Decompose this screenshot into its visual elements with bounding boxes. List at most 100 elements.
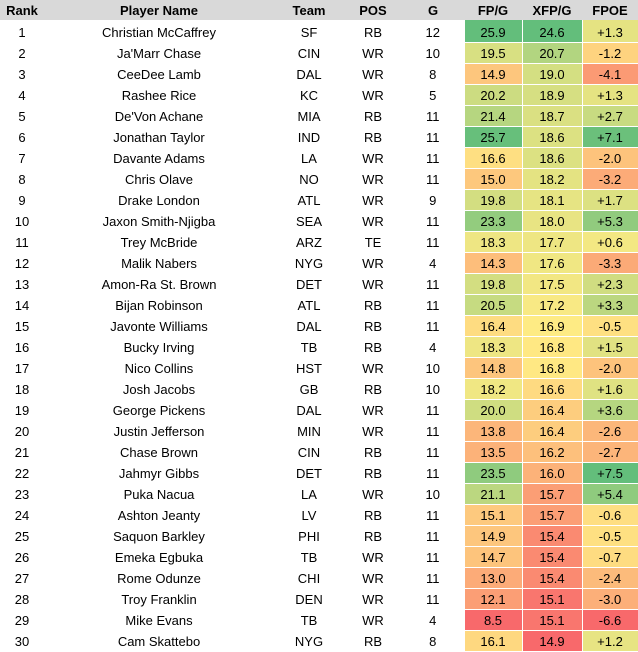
table-row: 6 Jonathan Taylor IND RB 11 25.7 18.6 +7.1: [0, 126, 638, 148]
cell-xfpg: 16.4: [521, 420, 583, 442]
cell-pos: WR: [362, 276, 384, 292]
cell-fpoe: -3.3: [581, 252, 638, 274]
cell-player-name: Jaxon Smith-Njigba: [102, 213, 216, 229]
cell-fpg: 25.9: [463, 20, 523, 43]
cell-xfpg: 16.6: [521, 378, 583, 400]
cell-team: PHI: [298, 528, 320, 544]
cell-rank: 25: [14, 528, 30, 544]
cell-pos: RB: [363, 339, 383, 355]
header-rank: Rank: [0, 0, 44, 20]
cell-team: DET: [296, 465, 322, 481]
cell-games: 11: [426, 318, 440, 334]
cell-games: 11: [426, 276, 440, 292]
cell-player-name: Bijan Robinson: [115, 297, 203, 313]
cell-xfpg: 17.7: [521, 231, 583, 253]
cell-fpg: 15.0: [463, 168, 523, 190]
cell-rank: 27: [14, 570, 30, 586]
cell-fpg: 23.3: [463, 210, 523, 232]
cell-fpoe: -3.0: [581, 588, 638, 610]
cell-player-name: Jahmyr Gibbs: [118, 465, 200, 481]
cell-team: DAL: [296, 66, 322, 82]
cell-xfpg: 24.6: [521, 20, 583, 43]
cell-rank: 17: [14, 360, 30, 376]
cell-pos: WR: [362, 171, 384, 187]
cell-games: 11: [426, 444, 440, 460]
cell-fpg: 18.3: [463, 336, 523, 358]
header-player-name: Player Name: [44, 0, 274, 20]
cell-fpoe: +5.3: [581, 210, 638, 232]
cell-fpg: 14.9: [463, 63, 523, 85]
table-row: 25 Saquon Barkley PHI RB 11 14.9 15.4 -0.5: [0, 525, 638, 547]
cell-fpoe: -0.7: [581, 546, 638, 568]
cell-player-name: Chris Olave: [125, 171, 193, 187]
cell-pos: RB: [363, 297, 383, 313]
cell-fpoe: +5.4: [581, 483, 638, 505]
cell-games: 11: [426, 171, 440, 187]
cell-pos: WR: [362, 213, 384, 229]
cell-rank: 18: [14, 381, 30, 397]
cell-fpg: 18.3: [463, 231, 523, 253]
cell-fpoe: -1.2: [581, 42, 638, 64]
cell-team: LA: [301, 486, 317, 502]
cell-games: 10: [425, 381, 440, 397]
cell-games: 12: [425, 24, 440, 40]
cell-rank: 24: [14, 507, 30, 523]
cell-xfpg: 18.6: [521, 126, 583, 148]
cell-player-name: George Pickens: [112, 402, 206, 418]
cell-games: 4: [429, 339, 437, 355]
table-row: 22 Jahmyr Gibbs DET RB 11 23.5 16.0 +7.5: [0, 462, 638, 484]
cell-team: IND: [297, 129, 321, 145]
header-fpg: FP/G: [464, 0, 522, 20]
cell-fpoe: -2.0: [581, 147, 638, 169]
cell-fpg: 19.8: [463, 273, 523, 295]
cell-team: DAL: [296, 402, 322, 418]
cell-pos: WR: [362, 549, 384, 565]
cell-games: 11: [426, 465, 440, 481]
cell-games: 11: [426, 549, 440, 565]
cell-rank: 2: [18, 45, 26, 61]
table-row: 19 George Pickens DAL WR 11 20.0 16.4 +3.6: [0, 399, 638, 421]
cell-rank: 19: [14, 402, 30, 418]
cell-team: NYG: [294, 633, 324, 649]
cell-fpoe: +1.3: [581, 84, 638, 106]
cell-fpg: 19.5: [463, 42, 523, 64]
cell-player-name: Javonte Williams: [110, 318, 208, 334]
cell-player-name: Ja'Marr Chase: [116, 45, 202, 61]
cell-rank: 6: [18, 129, 26, 145]
cell-fpoe: +7.1: [581, 126, 638, 148]
cell-fpoe: -2.6: [581, 420, 638, 442]
cell-fpoe: -2.7: [581, 441, 638, 463]
cell-games: 4: [429, 612, 437, 628]
cell-player-name: De'Von Achane: [114, 108, 204, 124]
cell-player-name: Drake London: [118, 192, 200, 208]
table-row: 13 Amon-Ra St. Brown DET WR 11 19.8 17.5 +2.3: [0, 273, 638, 295]
cell-pos: WR: [362, 360, 384, 376]
table-row: 3 CeeDee Lamb DAL WR 8 14.9 19.0 -4.1: [0, 63, 638, 85]
cell-team: SEA: [295, 213, 322, 229]
cell-player-name: Josh Jacobs: [122, 381, 196, 397]
cell-team: KC: [299, 87, 319, 103]
header-fpoe: FPOE: [582, 0, 638, 20]
table-row: 23 Puka Nacua LA WR 10 21.1 15.7 +5.4: [0, 483, 638, 505]
table-row: 10 Jaxon Smith-Njigba SEA WR 11 23.3 18.0 +5.3: [0, 210, 638, 232]
cell-rank: 22: [14, 465, 30, 481]
cell-team: LV: [301, 507, 317, 523]
cell-xfpg: 18.7: [521, 105, 583, 127]
cell-pos: RB: [363, 507, 383, 523]
cell-rank: 10: [14, 213, 30, 229]
cell-pos: RB: [363, 528, 383, 544]
cell-fpoe: +1.7: [581, 189, 638, 211]
header-team: Team: [274, 0, 344, 20]
cell-xfpg: 18.0: [521, 210, 583, 232]
cell-fpg: 23.5: [463, 462, 523, 484]
cell-games: 11: [426, 528, 440, 544]
cell-xfpg: 15.7: [521, 504, 583, 526]
cell-rank: 14: [14, 297, 30, 313]
table-row: 4 Rashee Rice KC WR 5 20.2 18.9 +1.3: [0, 84, 638, 106]
cell-team: GB: [299, 381, 319, 397]
table-row: 15 Javonte Williams DAL RB 11 16.4 16.9 -0.5: [0, 315, 638, 337]
cell-rank: 30: [14, 633, 30, 649]
header-pos: POS: [344, 0, 402, 20]
cell-player-name: Puka Nacua: [123, 486, 195, 502]
cell-games: 11: [426, 213, 440, 229]
